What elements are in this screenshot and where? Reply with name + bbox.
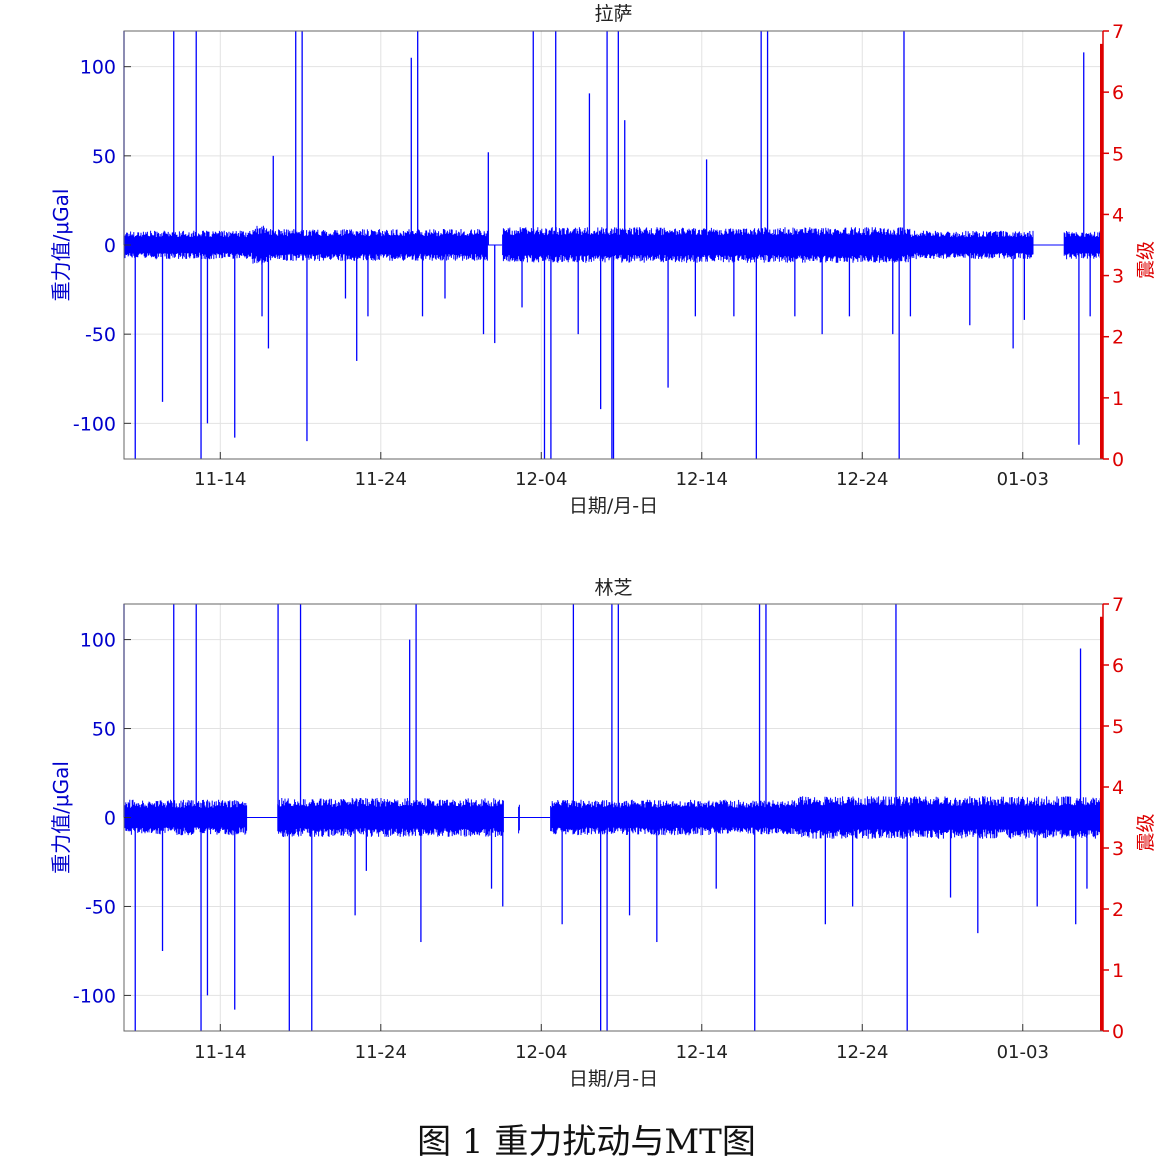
chart-title: 林芝 (594, 577, 632, 599)
right-tick-label: 3 (1112, 838, 1124, 860)
chart-title: 拉萨 (594, 3, 632, 25)
x-tick-label: 12-14 (676, 1042, 728, 1063)
right-axis-label: 震级 (1135, 241, 1157, 279)
left-axis-label: 重力值/μGal (49, 189, 73, 302)
x-tick-label: 12-24 (836, 469, 888, 490)
x-axis-label: 日期/月-日 (569, 1068, 658, 1090)
x-tick-label: 12-14 (676, 469, 728, 490)
y-tick-label: 100 (80, 57, 116, 79)
x-tick-label: 12-04 (515, 1042, 567, 1063)
y-tick-label: -50 (85, 324, 116, 346)
right-tick-label: 4 (1112, 777, 1124, 799)
right-tick-label: 0 (1112, 449, 1124, 471)
right-tick-label: 6 (1112, 82, 1124, 104)
x-tick-label: 01-03 (997, 1042, 1049, 1063)
right-tick-label: 1 (1112, 960, 1124, 982)
x-axis-label: 日期/月-日 (569, 495, 658, 517)
chart-panel-1: 100 50 0 -50 -100 7 6 5 4 3 2 1 0 11-14 11-24 12-04 12-1… (49, 3, 1157, 517)
left-axis-label: 重力值/μGal (49, 761, 73, 874)
figure-caption: 图 1 重力扰动与MT图 (417, 1122, 756, 1162)
right-axis-label: 震级 (1135, 813, 1157, 851)
right-tick-label: 7 (1112, 594, 1124, 616)
y-tick-label: 50 (92, 719, 116, 741)
x-tick-label: 01-03 (997, 469, 1049, 490)
right-tick-label: 0 (1112, 1021, 1124, 1043)
y-tick-label: 0 (104, 235, 116, 257)
x-tick-label: 12-04 (515, 469, 567, 490)
x-tick-label: 11-24 (355, 1042, 407, 1063)
right-tick-label: 7 (1112, 21, 1124, 43)
right-tick-label: 2 (1112, 899, 1124, 921)
right-tick-label: 5 (1112, 143, 1124, 165)
right-tick-label: 2 (1112, 327, 1124, 349)
right-tick-label: 1 (1112, 388, 1124, 410)
y-tick-label: -100 (73, 413, 116, 435)
y-tick-label: 50 (92, 146, 116, 168)
x-tick-label: 11-14 (194, 1042, 246, 1063)
x-tick-label: 12-24 (836, 1042, 888, 1063)
y-tick-label: -50 (85, 896, 116, 918)
x-tick-label: 11-24 (355, 469, 407, 490)
x-tick-label: 11-14 (194, 469, 246, 490)
right-tick-label: 5 (1112, 716, 1124, 738)
right-tick-label: 4 (1112, 204, 1124, 226)
right-tick-label: 6 (1112, 655, 1124, 677)
y-tick-label: 100 (80, 630, 116, 652)
right-tick-label: 3 (1112, 266, 1124, 288)
chart-panel-2: 100 50 0 -50 -100 7 6 5 4 3 2 1 0 11-14 11-24 12-04 12-1… (49, 577, 1157, 1090)
y-tick-label: -100 (73, 985, 116, 1007)
y-tick-label: 0 (104, 808, 116, 830)
